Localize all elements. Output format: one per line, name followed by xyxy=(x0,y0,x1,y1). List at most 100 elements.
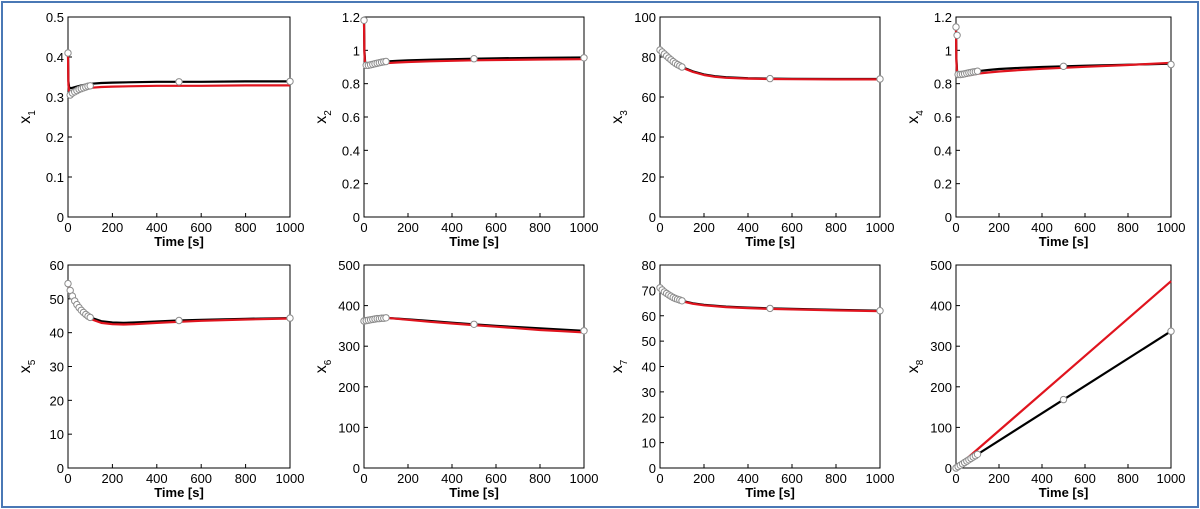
y-axis-label-sub: 4 xyxy=(915,110,926,116)
y-tick-label-x5: 50 xyxy=(50,292,64,307)
data-point-x8 xyxy=(1059,395,1068,404)
x-tick-label-x1: 600 xyxy=(190,220,212,235)
x-tick-label-x3: 400 xyxy=(737,220,759,235)
y-tick-label-x6: 300 xyxy=(338,339,360,354)
plot-area-x3 xyxy=(659,16,881,218)
y-axis-label-sub: 7 xyxy=(619,359,630,365)
x-tick-label-x7: 0 xyxy=(656,471,663,486)
x-tick-label-x6: 400 xyxy=(441,471,463,486)
data-point-x1 xyxy=(86,82,94,90)
x-tick-label-x4: 400 xyxy=(1031,220,1053,235)
data-point-x6 xyxy=(470,320,478,328)
data-point-x5 xyxy=(286,314,294,322)
x-axis-label-x7: Time [s] xyxy=(745,485,795,500)
y-tick-label-x2: 1.2 xyxy=(342,10,360,25)
y-tick-label-x7: 50 xyxy=(642,334,656,349)
y-tick-label-x2: 0.8 xyxy=(342,77,360,92)
x-tick-label-x8: 1000 xyxy=(1157,471,1186,486)
panel-x7: 0 200 400 600 800 1000 0 10 20 30 40 50 60 70 80 Time [… xyxy=(609,258,894,500)
y-tick-label-x8: 0 xyxy=(945,461,952,476)
data-point-x5 xyxy=(175,316,183,325)
y-tick-label-x3: 20 xyxy=(642,170,656,185)
y-tick-label-x4: 0.8 xyxy=(934,77,952,92)
x-tick-label-x7: 1000 xyxy=(866,471,895,486)
data-point-x2 xyxy=(360,16,368,24)
y-tick-label-x3: 0 xyxy=(649,210,656,225)
y-tick-label-x5: 10 xyxy=(50,427,64,442)
y-tick-label-x5: 60 xyxy=(50,258,64,273)
data-point-x6 xyxy=(382,314,390,322)
y-tick-label-x1: 0.5 xyxy=(46,10,64,25)
y-tick-label-x2: 0.6 xyxy=(342,110,360,125)
x-tick-label-x7: 200 xyxy=(693,471,715,486)
y-tick-label-x4: 0.2 xyxy=(934,177,952,192)
y-axis-label-base: x xyxy=(17,116,34,124)
plot-area-x2 xyxy=(363,16,585,218)
y-tick-label-x6: 400 xyxy=(338,299,360,314)
x-tick-label-x4: 800 xyxy=(1117,220,1139,235)
panel-x3: 0 200 400 600 800 1000 0 20 40 60 80 100 Time [s] x3 xyxy=(609,10,894,249)
data-point-x4 xyxy=(1059,62,1068,71)
panel-x8: 0 200 400 600 800 1000 0 100 200 300 400 500 Time [s… xyxy=(905,258,1185,500)
y-tick-label-x8: 200 xyxy=(930,380,952,395)
data-point-x4 xyxy=(973,67,982,75)
y-axis-label-x7: x7 xyxy=(609,359,630,373)
x-tick-label-x4: 0 xyxy=(952,220,959,235)
y-tick-label-x3: 80 xyxy=(642,50,656,65)
y-axis-label-x1: x1 xyxy=(17,110,38,124)
y-tick-label-x5: 20 xyxy=(50,393,64,408)
x-tick-label-x8: 400 xyxy=(1031,471,1053,486)
y-tick-label-x8: 500 xyxy=(930,258,952,273)
x-tick-label-x5: 0 xyxy=(64,471,71,486)
y-tick-label-x7: 30 xyxy=(642,385,656,400)
panel-x5: 0 200 400 600 800 1000 0 10 20 30 40 50 60 Time [s] x5 xyxy=(17,258,304,500)
x-tick-label-x5: 800 xyxy=(235,471,257,486)
x-tick-label-x6: 0 xyxy=(360,471,367,486)
x-tick-label-x2: 800 xyxy=(529,220,551,235)
x-axis-label-x8: Time [s] xyxy=(1039,485,1089,500)
y-tick-label-x6: 100 xyxy=(338,420,360,435)
y-axis-label-sub: 8 xyxy=(915,359,926,365)
data-point-x8 xyxy=(973,450,982,458)
y-axis-label-base: x xyxy=(905,365,922,373)
y-tick-label-x1: 0 xyxy=(57,210,64,225)
x-axis-label-x6: Time [s] xyxy=(449,485,499,500)
y-tick-label-x1: 0.4 xyxy=(46,50,64,65)
panel-x4: 0 200 400 600 800 1000 0 0.2 0.4 0.6 0.8 1 1.2 Time [… xyxy=(905,10,1185,249)
y-tick-label-x8: 300 xyxy=(930,339,952,354)
x-tick-label-x3: 1000 xyxy=(866,220,895,235)
y-tick-label-x7: 60 xyxy=(642,309,656,324)
x-tick-label-x1: 200 xyxy=(102,220,124,235)
x-tick-label-x3: 800 xyxy=(825,220,847,235)
y-tick-label-x7: 0 xyxy=(649,461,656,476)
y-axis-label-base: x xyxy=(313,116,330,124)
y-tick-label-x3: 60 xyxy=(642,90,656,105)
y-tick-label-x6: 0 xyxy=(353,461,360,476)
x-tick-label-x7: 600 xyxy=(781,471,803,486)
x-tick-label-x8: 800 xyxy=(1117,471,1139,486)
y-tick-label-x2: 0.2 xyxy=(342,177,360,192)
x-tick-label-x2: 600 xyxy=(485,220,507,235)
y-tick-label-x6: 500 xyxy=(338,258,360,273)
data-point-x1 xyxy=(64,49,72,57)
y-axis-label-base: x xyxy=(609,365,626,373)
plot-area-x5 xyxy=(67,264,291,469)
y-tick-label-x3: 100 xyxy=(634,10,656,25)
x-tick-label-x5: 200 xyxy=(102,471,124,486)
data-point-x1 xyxy=(286,77,294,86)
data-point-x3 xyxy=(766,74,774,83)
x-axis-label-x4: Time [s] xyxy=(1039,234,1089,249)
x-tick-label-x5: 600 xyxy=(190,471,212,486)
y-tick-label-x7: 40 xyxy=(642,360,656,375)
data-point-x3 xyxy=(876,75,884,83)
x-tick-label-x6: 600 xyxy=(485,471,507,486)
y-axis-label-base: x xyxy=(905,116,922,124)
y-tick-label-x2: 0.4 xyxy=(342,143,360,158)
data-point-x1 xyxy=(175,78,183,86)
data-point-x6 xyxy=(580,327,588,335)
y-tick-label-x8: 400 xyxy=(930,299,952,314)
y-axis-label-x4: x4 xyxy=(905,110,926,124)
x-tick-label-x3: 0 xyxy=(656,220,663,235)
y-axis-label-x3: x3 xyxy=(609,110,630,124)
